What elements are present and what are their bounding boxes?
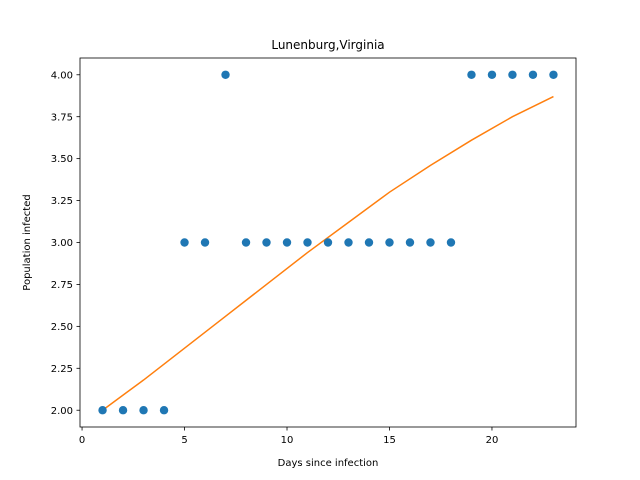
data-point (98, 406, 107, 415)
data-point (200, 238, 210, 247)
data-point (139, 406, 148, 415)
data-point (467, 70, 476, 79)
y-tick-label: 4.00 (51, 70, 73, 81)
data-point (364, 238, 374, 247)
y-tick-label: 3.00 (51, 238, 73, 249)
y-axis-label: Population infected (22, 194, 33, 290)
x-axis-label: Days since infection (278, 458, 379, 469)
y-tick-label: 2.50 (51, 322, 73, 333)
data-point (344, 238, 353, 247)
data-point (508, 70, 517, 79)
data-point (221, 70, 230, 79)
y-tick-label: 3.50 (51, 154, 73, 165)
data-point (405, 238, 415, 247)
y-tick-label: 2.25 (51, 364, 73, 375)
x-tick-label: 10 (281, 435, 294, 446)
scatter-points-layer (98, 70, 558, 415)
data-point (180, 238, 189, 247)
x-tick-label: 15 (383, 435, 396, 446)
data-point (159, 406, 169, 415)
data-point (323, 238, 333, 247)
data-point (446, 238, 456, 247)
y-tick-label: 3.75 (51, 112, 73, 123)
fit-line-layer (102, 95, 554, 411)
data-point (282, 238, 292, 247)
data-point (549, 70, 558, 79)
fit-line (102, 95, 554, 411)
x-axis-ticks: 0 5 10 15 20 (79, 427, 498, 446)
y-tick-label: 2.75 (51, 280, 73, 291)
x-tick-label: 20 (486, 435, 499, 446)
data-point (303, 238, 312, 247)
y-tick-label: 2.00 (51, 406, 73, 417)
data-point (528, 70, 538, 79)
x-tick-label: 0 (79, 435, 85, 446)
y-axis-ticks: 2.00 2.25 2.50 2.75 3.00 3.25 3.50 3.75 4.00 (51, 70, 80, 417)
chart-title: Lunenburg,Virginia (271, 38, 384, 52)
x-tick-label: 5 (181, 435, 187, 446)
data-point (385, 238, 394, 247)
data-point (118, 406, 128, 415)
data-point (487, 70, 497, 79)
data-point (426, 238, 435, 247)
data-point (241, 238, 251, 247)
data-point (262, 238, 271, 247)
y-tick-label: 3.25 (51, 196, 73, 207)
